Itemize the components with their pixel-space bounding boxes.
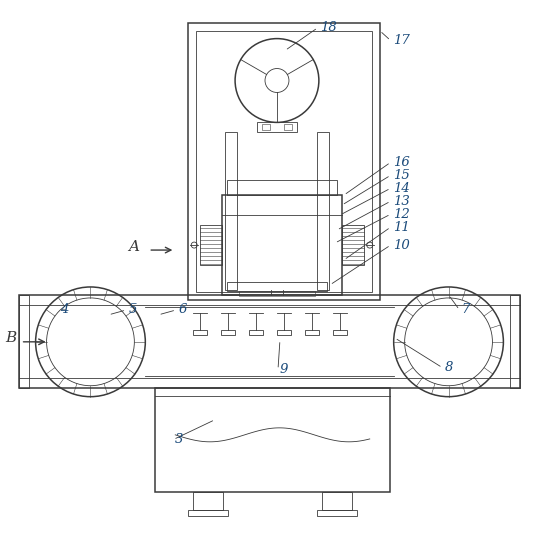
Bar	[227, 282, 327, 291]
Text: 6: 6	[178, 304, 186, 316]
Bar	[19, 295, 520, 387]
Text: 5: 5	[128, 304, 137, 316]
Bar	[196, 31, 372, 292]
Text: B: B	[6, 331, 17, 345]
Bar	[188, 22, 379, 300]
Text: 18: 18	[320, 21, 337, 34]
Text: 9: 9	[280, 363, 288, 376]
Bar	[317, 133, 329, 290]
Bar	[305, 330, 319, 335]
Bar	[188, 510, 228, 516]
Bar	[249, 330, 263, 335]
Bar	[257, 122, 297, 133]
Bar	[221, 330, 235, 335]
Bar	[322, 493, 352, 510]
Bar	[342, 225, 364, 265]
Bar	[277, 330, 291, 335]
Text: 4: 4	[60, 304, 69, 316]
Text: A: A	[128, 240, 140, 254]
Bar	[239, 291, 315, 296]
Bar	[200, 225, 222, 265]
Bar	[155, 387, 390, 493]
Bar	[262, 124, 270, 130]
Bar	[193, 330, 207, 335]
Text: 7: 7	[461, 304, 470, 316]
Text: 14: 14	[393, 182, 410, 195]
Text: 17: 17	[393, 34, 410, 47]
Text: 8: 8	[445, 361, 453, 374]
Bar	[222, 195, 342, 295]
Bar	[317, 510, 357, 516]
Bar	[19, 295, 29, 387]
Bar	[510, 295, 520, 387]
Bar	[193, 493, 223, 510]
Text: 12: 12	[393, 208, 410, 221]
Text: 16: 16	[393, 156, 410, 169]
Text: 10: 10	[393, 238, 410, 252]
Bar	[333, 330, 347, 335]
Text: 3: 3	[175, 433, 184, 446]
Bar	[227, 180, 337, 195]
Text: 13: 13	[393, 195, 410, 208]
Text: 15: 15	[393, 169, 410, 182]
Bar	[284, 124, 292, 130]
Text: 11: 11	[393, 221, 410, 233]
Bar	[225, 133, 237, 290]
